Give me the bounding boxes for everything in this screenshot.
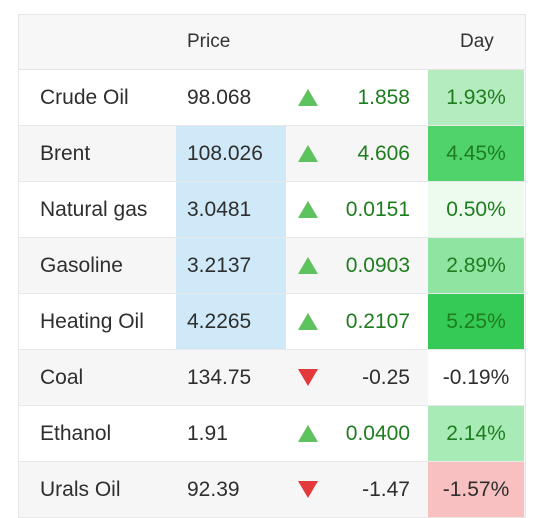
percent-change: 1.93%	[428, 70, 524, 125]
table-row[interactable]: Coal 134.75 -0.25 -0.19%	[19, 350, 525, 406]
commodity-name[interactable]: Crude Oil	[40, 86, 129, 109]
table-row[interactable]: Urals Oil 92.39 -1.47 -1.57%	[19, 462, 525, 518]
price-value: 134.75	[187, 366, 252, 389]
commodities-table: Price Day Crude Oil 98.068 1.858 1.93% Brent…	[18, 14, 526, 518]
percent-change: 0.50%	[428, 182, 524, 237]
percent-change: -1.57%	[428, 462, 524, 517]
triangle-down-icon	[286, 350, 330, 405]
triangle-up-icon	[286, 406, 330, 461]
percent-change: -0.19%	[428, 350, 524, 405]
price-value: 3.2137	[176, 238, 286, 293]
commodity-name[interactable]: Natural gas	[40, 198, 148, 221]
price-value: 98.068	[187, 86, 252, 109]
table-row[interactable]: Crude Oil 98.068 1.858 1.93%	[19, 70, 525, 126]
price-value: 108.026	[176, 126, 286, 181]
table-row[interactable]: Gasoline 3.2137 0.0903 2.89%	[19, 238, 525, 294]
triangle-up-icon	[286, 70, 330, 125]
change-value: 0.0903	[345, 254, 410, 277]
commodity-name[interactable]: Heating Oil	[40, 310, 144, 333]
percent-change: 5.25%	[428, 294, 524, 349]
price-value: 3.0481	[176, 182, 286, 237]
percent-change: 2.14%	[428, 406, 524, 461]
commodity-name[interactable]: Brent	[40, 142, 91, 165]
arrow-up-shape	[298, 145, 318, 162]
table-row[interactable]: Ethanol 1.91 0.0400 2.14%	[19, 406, 525, 462]
arrow-down-shape	[298, 481, 318, 498]
arrow-up-shape	[298, 89, 318, 106]
change-value: 0.2107	[345, 310, 410, 333]
arrow-up-shape	[298, 201, 318, 218]
change-value: 4.606	[357, 142, 410, 165]
table-row[interactable]: Heating Oil 4.2265 0.2107 5.25%	[19, 294, 525, 350]
commodity-name[interactable]: Urals Oil	[40, 478, 121, 501]
change-value: 0.0151	[345, 198, 410, 221]
price-value: 4.2265	[176, 294, 286, 349]
table-row[interactable]: Natural gas 3.0481 0.0151 0.50%	[19, 182, 525, 238]
price-value: 1.91	[187, 422, 228, 445]
commodity-name[interactable]: Coal	[40, 366, 84, 389]
triangle-up-icon	[286, 126, 330, 181]
change-value: 1.858	[357, 86, 410, 109]
triangle-up-icon	[286, 294, 330, 349]
table-body: Crude Oil 98.068 1.858 1.93% Brent 108.026 4.6…	[19, 70, 525, 518]
table-row[interactable]: Brent 108.026 4.606 4.45%	[19, 126, 525, 182]
price-value: 92.39	[187, 478, 240, 501]
day-column-header[interactable]: Day	[460, 31, 494, 52]
change-value: 0.0400	[345, 422, 410, 445]
commodity-name[interactable]: Gasoline	[40, 254, 123, 277]
percent-change: 4.45%	[428, 126, 524, 181]
arrow-up-shape	[298, 257, 318, 274]
change-value: -0.25	[362, 366, 410, 389]
table-header: Price Day	[19, 15, 525, 70]
change-value: -1.47	[362, 478, 410, 501]
arrow-down-shape	[298, 369, 318, 386]
percent-change: 2.89%	[428, 238, 524, 293]
triangle-up-icon	[286, 238, 330, 293]
arrow-up-shape	[298, 425, 318, 442]
commodity-name[interactable]: Ethanol	[40, 422, 112, 445]
triangle-down-icon	[286, 462, 330, 517]
triangle-up-icon	[286, 182, 330, 237]
price-column-header[interactable]: Price	[187, 31, 231, 52]
arrow-up-shape	[298, 313, 318, 330]
